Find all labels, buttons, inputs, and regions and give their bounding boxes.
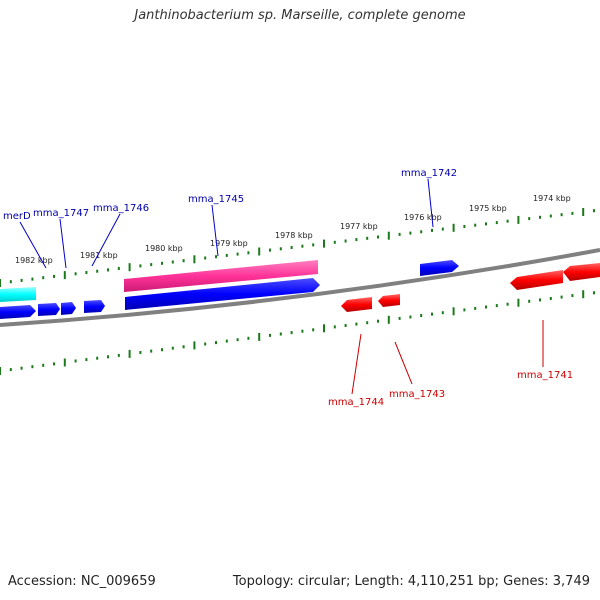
gene-label-mma1747[interactable]: mma_1747 [33, 208, 89, 219]
upper-ruler [0, 208, 595, 287]
ruler-label-1975: 1975 kbp [469, 204, 507, 213]
gene-arrow-red-mma1741-b[interactable] [563, 263, 600, 281]
ruler-label-1979: 1979 kbp [210, 239, 248, 248]
leader-lines-forward [19, 178, 434, 269]
gene-label-mma1743[interactable]: mma_1743 [389, 389, 445, 400]
gene-arrow-red-mma1741-a[interactable] [510, 270, 563, 290]
ruler-label-1978: 1978 kbp [275, 231, 313, 240]
gene-label-mma1744[interactable]: mma_1744 [328, 397, 384, 408]
gene-block-merD-cyan[interactable] [0, 287, 36, 302]
map-title: Janthinobacterium sp. Marseille, complet… [134, 8, 466, 23]
gene-arrow-blue-2[interactable] [38, 303, 60, 316]
leader-lines-reverse [351, 320, 544, 395]
accession-text: Accession: NC_009659 [8, 574, 156, 589]
ruler-label-1974: 1974 kbp [533, 194, 571, 203]
gene-arrow-blue-1[interactable] [0, 305, 36, 319]
ruler-label-1982: 1982 kbp [15, 256, 53, 265]
gene-bar-pink[interactable] [124, 260, 318, 292]
gene-arrow-red-mma1743[interactable] [378, 294, 400, 307]
gene-label-mma1741[interactable]: mma_1741 [517, 370, 573, 381]
gene-arrow-red-mma1744[interactable] [341, 297, 372, 312]
genome-summary-text: Topology: circular; Length: 4,110,251 bp… [232, 574, 590, 589]
genome-backbone [0, 248, 600, 327]
gene-arrow-blue-long[interactable] [125, 278, 320, 310]
gene-label-merD[interactable]: merD [3, 211, 31, 222]
ruler-label-1977: 1977 kbp [340, 222, 378, 231]
gene-label-mma1742[interactable]: mma_1742 [401, 168, 457, 179]
ruler-label-1981: 1981 kbp [80, 251, 118, 260]
gene-arrow-blue-3[interactable] [61, 302, 76, 315]
gene-arrow-blue-mma1742[interactable] [420, 260, 459, 276]
gene-label-mma1746[interactable]: mma_1746 [93, 203, 149, 214]
gene-label-mma1745[interactable]: mma_1745 [188, 194, 244, 205]
ruler-label-1976: 1976 kbp [404, 213, 442, 222]
gene-arrow-blue-4[interactable] [84, 300, 105, 313]
lower-ruler [0, 290, 595, 375]
ruler-label-1980: 1980 kbp [145, 244, 183, 253]
